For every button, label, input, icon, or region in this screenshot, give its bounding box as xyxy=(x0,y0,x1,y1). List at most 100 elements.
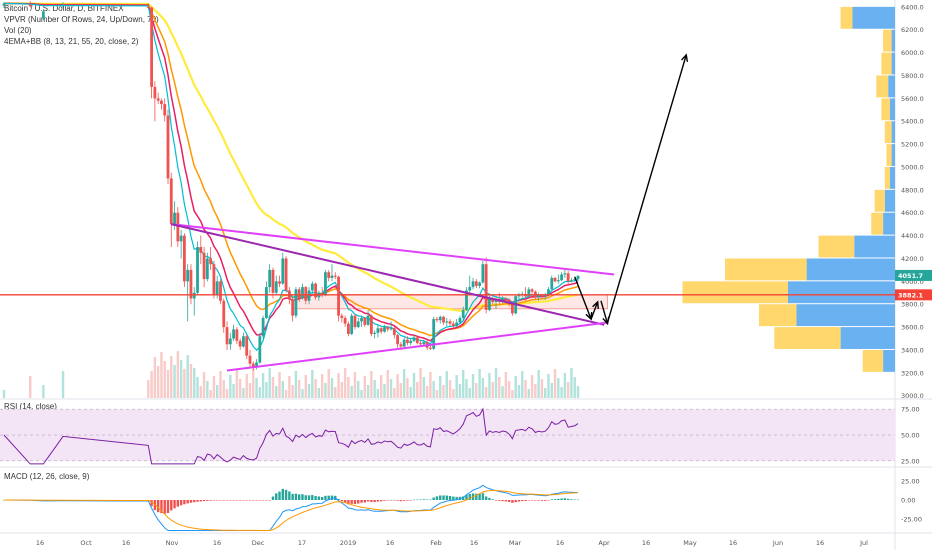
macd-hist-bar xyxy=(425,499,429,501)
volume-bar xyxy=(153,357,157,398)
candle-body xyxy=(445,321,449,323)
volume-bar xyxy=(396,374,399,398)
volume-bar xyxy=(547,374,550,398)
volume-bar xyxy=(429,372,432,398)
macd-hist-bar xyxy=(350,500,353,504)
candle-body xyxy=(386,327,390,330)
macd-hist-bar xyxy=(435,496,439,500)
volume-bar xyxy=(294,371,298,398)
macd-hist-bar xyxy=(179,500,183,506)
volume-bar xyxy=(314,379,317,398)
macd-hist-bar xyxy=(553,499,557,500)
macd-hist-bar xyxy=(261,500,265,501)
price-tick-label: 6200.0 xyxy=(901,26,924,34)
volume-bar xyxy=(156,366,160,398)
candle-body xyxy=(291,299,295,316)
volume-profile-up xyxy=(881,52,892,75)
candle-body xyxy=(353,315,357,328)
macd-hist-bar xyxy=(298,494,301,500)
candle-body xyxy=(150,7,153,87)
candle-body xyxy=(163,104,167,116)
volume-bar xyxy=(357,381,360,398)
macd-hist-bar xyxy=(402,500,406,501)
volume-profile-down xyxy=(889,166,895,189)
candle-body xyxy=(537,295,541,298)
volume-bar xyxy=(304,375,307,398)
volume-bar xyxy=(281,381,284,398)
vpvr-legend: VPVR (Number Of Rows, 24, Up/Down, 70) xyxy=(4,15,159,24)
macd-hist-bar xyxy=(199,500,202,502)
volume-profile-down xyxy=(891,52,895,75)
volume-bar xyxy=(435,390,439,398)
candle-body xyxy=(563,273,567,275)
candle-body xyxy=(330,275,334,278)
macd-hist-bar xyxy=(307,495,311,500)
macd-hist-bar xyxy=(370,500,373,502)
price-tick-label: 6000.0 xyxy=(901,49,924,57)
volume-bar xyxy=(347,377,350,398)
volume-bar xyxy=(324,383,327,398)
macd-tick-label: 25.00 xyxy=(901,477,920,485)
volume-profile-up xyxy=(881,98,890,121)
volume-bar xyxy=(334,387,337,398)
volume-bar xyxy=(265,382,268,398)
macd-hist-bar xyxy=(320,496,324,500)
volume-bar xyxy=(530,375,534,398)
volume-profile-up xyxy=(818,235,855,258)
volume-bar xyxy=(301,389,304,398)
volume-bar xyxy=(255,378,258,398)
candle-body xyxy=(560,274,563,281)
macd-hist-bar xyxy=(501,500,504,502)
macd-hist-bar xyxy=(252,500,255,501)
upper-trendline xyxy=(171,223,615,276)
volume-bar xyxy=(238,379,242,398)
macd-hist-bar xyxy=(494,500,498,501)
time-tick-label: 16 xyxy=(556,539,564,547)
candle-body xyxy=(419,343,422,345)
macd-hist-bar xyxy=(196,500,199,502)
candle-body xyxy=(356,321,360,328)
candle-body xyxy=(363,317,367,325)
forecast-arrow xyxy=(606,54,687,323)
volume-bar xyxy=(376,389,380,398)
volume-bar xyxy=(343,368,347,398)
candle-body xyxy=(540,295,544,297)
volume-bar xyxy=(537,370,540,398)
volume-bar xyxy=(491,382,494,398)
candle-body xyxy=(566,273,570,282)
macd-hist-bar xyxy=(176,500,180,507)
volume-bar xyxy=(216,385,219,398)
macd-hist-bar xyxy=(462,496,465,500)
volume-bar xyxy=(275,386,278,398)
candle-body xyxy=(504,298,508,300)
macd-hist-bar xyxy=(540,500,544,501)
volume-bar xyxy=(222,380,225,398)
macd-hist-bar xyxy=(475,493,478,500)
macd-hist-bar xyxy=(363,500,366,503)
vol-legend: Vol (20) xyxy=(4,26,32,35)
macd-hist-bar xyxy=(429,499,432,501)
candle-body xyxy=(189,269,193,299)
candle-body xyxy=(465,290,468,310)
candle-body xyxy=(327,272,331,278)
macd-hist-bar xyxy=(281,488,284,500)
volume-profile-up xyxy=(840,6,853,29)
candle-body xyxy=(543,295,547,297)
macd-hist-bar xyxy=(573,499,576,501)
macd-hist-bar xyxy=(507,500,511,502)
price-tick-label: 5800.0 xyxy=(901,72,924,80)
candle-body xyxy=(153,86,157,99)
candle-body xyxy=(576,275,580,280)
macd-hist-bar xyxy=(419,499,422,501)
candle-body xyxy=(468,287,472,291)
volume-bar xyxy=(150,371,153,398)
volume-bar xyxy=(186,355,189,398)
volume-bar xyxy=(225,389,229,398)
macd-hist-bar xyxy=(504,500,508,502)
volume-bar xyxy=(517,385,521,398)
volume-bar xyxy=(448,380,452,398)
volume-bar xyxy=(501,386,504,398)
candle-body xyxy=(491,298,495,302)
time-tick-label: 16 xyxy=(213,539,221,547)
